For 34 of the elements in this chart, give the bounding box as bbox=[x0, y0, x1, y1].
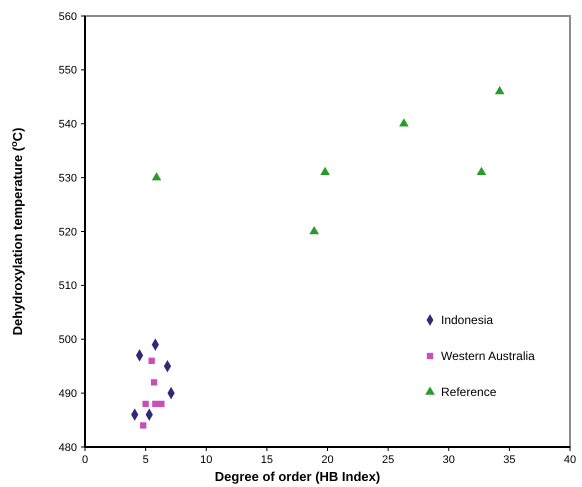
point bbox=[476, 166, 486, 176]
point bbox=[152, 172, 162, 180]
y-tick-label: 540 bbox=[58, 118, 77, 131]
x-tick-label: 40 bbox=[564, 454, 576, 466]
y-tick-label: 500 bbox=[58, 334, 77, 346]
x-tick-label: 10 bbox=[200, 454, 212, 466]
legend-label: Indonesia bbox=[441, 313, 494, 328]
point bbox=[494, 86, 504, 94]
point bbox=[309, 226, 319, 234]
x-tick-label: 15 bbox=[260, 454, 273, 466]
legend-label: Western Australia bbox=[441, 349, 536, 364]
point bbox=[158, 400, 165, 408]
y-tick-label: 510 bbox=[58, 280, 77, 292]
y-tick-label: 560 bbox=[58, 10, 77, 23]
point bbox=[152, 400, 158, 408]
y-tick-label: 490 bbox=[58, 388, 77, 400]
point bbox=[142, 400, 149, 408]
point bbox=[320, 166, 330, 176]
x-tick-label: 35 bbox=[503, 454, 516, 466]
y-tick-label: 530 bbox=[58, 172, 77, 184]
legend-label: Reference bbox=[441, 385, 497, 400]
point bbox=[140, 422, 146, 429]
point bbox=[148, 358, 155, 364]
y-tick-label: 550 bbox=[58, 64, 77, 77]
x-tick-label: 25 bbox=[382, 454, 394, 466]
point bbox=[399, 118, 409, 127]
point bbox=[150, 379, 158, 386]
x-axis-title: Degree of order (HB Index) bbox=[214, 469, 380, 484]
x-tick-label: 5 bbox=[142, 454, 149, 466]
y-tick-label: 480 bbox=[58, 442, 77, 454]
y-tick-label: 520 bbox=[58, 226, 77, 238]
x-tick-label: 20 bbox=[321, 454, 334, 466]
x-tick-label: 30 bbox=[442, 454, 455, 466]
x-tick-label: 0 bbox=[82, 454, 88, 466]
